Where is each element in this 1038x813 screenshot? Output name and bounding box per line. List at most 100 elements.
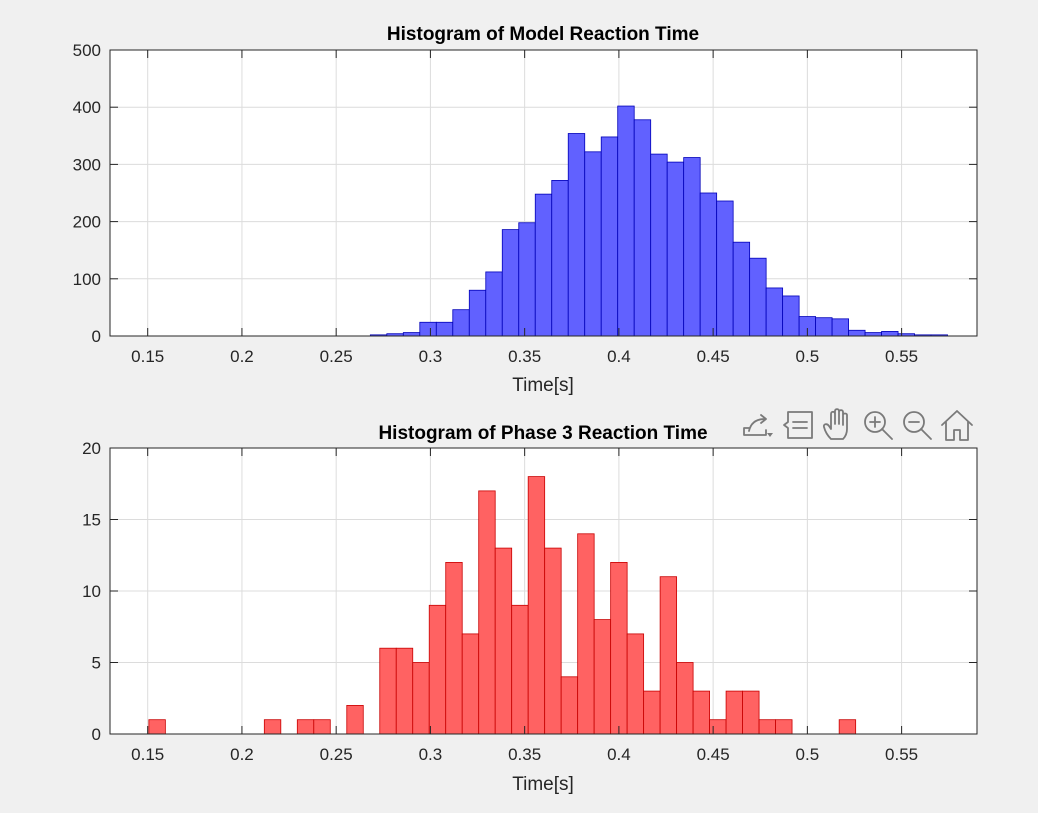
y-tick-label: 10 bbox=[82, 582, 101, 601]
histogram-bar bbox=[567, 133, 586, 337]
zoom-out-icon[interactable] bbox=[900, 408, 934, 442]
tick-marks bbox=[110, 49, 977, 337]
histogram-bar bbox=[881, 331, 899, 337]
y-tick-label: 400 bbox=[73, 98, 101, 117]
x-tick-labels: 0.15 0.2 0.25 0.3 0.35 0.4 0.45 0.5 0.55 bbox=[131, 347, 918, 366]
histogram-bar bbox=[296, 719, 315, 735]
histogram-bar bbox=[643, 690, 661, 735]
axes-box bbox=[109, 49, 978, 337]
y-tick-label: 300 bbox=[73, 155, 101, 174]
x-tick-label: 0.5 bbox=[796, 745, 820, 764]
x-tick-label: 0.4 bbox=[607, 745, 631, 764]
histogram-bars bbox=[369, 105, 948, 337]
x-tick-label: 0.2 bbox=[230, 347, 254, 366]
y-tick-labels: 0 5 10 15 20 bbox=[82, 439, 101, 744]
y-tick-label: 100 bbox=[73, 270, 101, 289]
histogram-bar bbox=[313, 719, 331, 735]
histogram-bar bbox=[346, 705, 364, 735]
chart-title: Histogram of Model Reaction Time bbox=[387, 24, 699, 45]
histogram-bar bbox=[478, 490, 496, 735]
histogram-bar bbox=[485, 271, 503, 337]
y-tick-label: 15 bbox=[82, 511, 101, 530]
x-axis-label: Time[s] bbox=[512, 774, 574, 795]
histogram-bar bbox=[749, 257, 767, 337]
histogram-bar bbox=[633, 119, 652, 337]
histogram-bar bbox=[584, 151, 602, 337]
histogram-bar bbox=[593, 619, 612, 735]
y-tick-labels: 0 100 200 300 400 500 bbox=[73, 41, 101, 346]
histogram-bar bbox=[518, 222, 536, 337]
histogram-bar bbox=[395, 647, 414, 735]
histogram-bar bbox=[419, 321, 437, 337]
histogram-bar bbox=[551, 180, 569, 337]
data-tips-icon[interactable] bbox=[782, 408, 816, 442]
histogram-bar bbox=[534, 193, 553, 337]
histogram-bar bbox=[402, 332, 421, 337]
x-tick-label: 0.45 bbox=[697, 745, 730, 764]
histogram-bar bbox=[617, 105, 635, 337]
histogram-bar bbox=[412, 662, 430, 735]
histogram-bar bbox=[501, 229, 520, 337]
x-tick-label: 0.55 bbox=[885, 347, 918, 366]
histogram-bar bbox=[758, 719, 776, 735]
histogram-bar bbox=[435, 321, 454, 337]
histogram-bar bbox=[511, 604, 529, 735]
x-tick-label: 0.15 bbox=[131, 745, 164, 764]
histogram-bar bbox=[699, 192, 718, 337]
histogram-bar bbox=[148, 719, 166, 735]
restore-view-icon[interactable] bbox=[940, 408, 974, 442]
zoom-in-icon[interactable] bbox=[861, 408, 895, 442]
histogram-bar bbox=[452, 309, 470, 337]
axes-phase3-reaction-time[interactable]: 0.15 0.2 0.25 0.3 0.35 0.4 0.45 0.5 0.55 0 5 10 15 2… bbox=[82, 423, 978, 795]
chart-title: Histogram of Phase 3 Reaction Time bbox=[378, 423, 707, 444]
x-tick-label: 0.5 bbox=[796, 347, 820, 366]
histogram-bar bbox=[716, 200, 734, 337]
histogram-bar bbox=[666, 161, 685, 337]
histogram-bar bbox=[626, 633, 645, 735]
export-icon[interactable] bbox=[740, 408, 774, 442]
pan-icon[interactable] bbox=[821, 408, 855, 442]
histogram-bars bbox=[148, 476, 857, 735]
histogram-bar bbox=[831, 318, 849, 337]
histogram-bar bbox=[838, 719, 857, 735]
x-tick-labels: 0.15 0.2 0.25 0.3 0.35 0.4 0.45 0.5 0.55 bbox=[131, 745, 918, 764]
histogram-bar bbox=[659, 576, 678, 735]
histogram-bar bbox=[445, 562, 463, 735]
x-axis-label: Time[s] bbox=[512, 375, 574, 396]
x-tick-label: 0.4 bbox=[607, 347, 631, 366]
histogram-bar bbox=[610, 562, 628, 735]
x-tick-label: 0.45 bbox=[697, 347, 730, 366]
y-tick-label: 0 bbox=[92, 725, 101, 744]
histogram-bar bbox=[683, 157, 701, 337]
histogram-bar bbox=[379, 647, 397, 735]
histogram-bar bbox=[676, 662, 694, 735]
x-tick-label: 0.15 bbox=[131, 347, 164, 366]
histogram-bar bbox=[600, 136, 619, 337]
histogram-bar bbox=[732, 241, 751, 337]
histogram-bar bbox=[775, 719, 793, 735]
histogram-bar bbox=[263, 719, 282, 735]
y-tick-label: 20 bbox=[82, 439, 101, 458]
tick-marks bbox=[110, 447, 977, 735]
x-tick-label: 0.25 bbox=[320, 745, 353, 764]
histogram-bar bbox=[544, 547, 562, 735]
x-tick-label: 0.3 bbox=[419, 347, 443, 366]
y-tick-label: 200 bbox=[73, 213, 101, 232]
histogram-bar bbox=[765, 287, 784, 337]
histogram-bar bbox=[577, 533, 595, 735]
histogram-bar bbox=[527, 476, 546, 735]
x-tick-label: 0.2 bbox=[230, 745, 254, 764]
x-tick-label: 0.3 bbox=[419, 745, 443, 764]
histogram-bar bbox=[709, 719, 727, 735]
histogram-bar bbox=[428, 604, 447, 735]
histogram-bar bbox=[461, 633, 480, 735]
axes-model-reaction-time[interactable]: 0.15 0.2 0.25 0.3 0.35 0.4 0.45 0.5 0.55 0 100 200… bbox=[73, 24, 978, 396]
histogram-bar bbox=[864, 332, 882, 337]
histogram-bar bbox=[468, 289, 487, 337]
histogram-bar bbox=[650, 153, 668, 337]
x-tick-label: 0.35 bbox=[508, 745, 541, 764]
x-tick-label: 0.35 bbox=[508, 347, 541, 366]
axes-toolbar bbox=[740, 408, 974, 442]
histogram-bar bbox=[848, 329, 866, 337]
